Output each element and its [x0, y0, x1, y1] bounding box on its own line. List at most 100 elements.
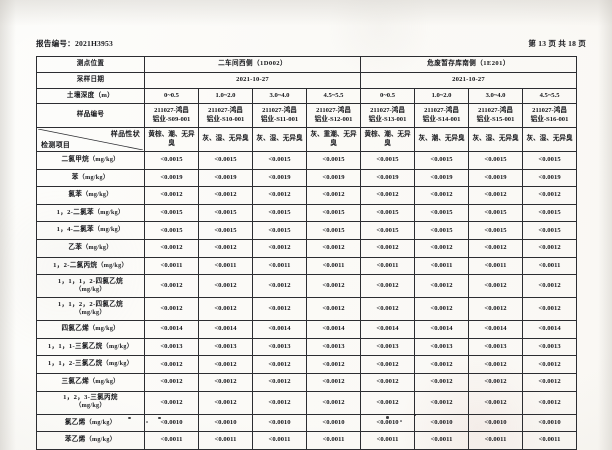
table-row: 四氯乙烯（mg/kg） <0.0014 <0.0014 <0.0014 <0.0014 <… [36, 320, 578, 339]
analyte-name: 乙苯 [68, 244, 83, 252]
result-value: <0.0011 [144, 256, 199, 276]
analyte-label: 二氯甲烷（mg/kg） [36, 151, 145, 170]
sample-number-line2: 铝业-S15-001 [476, 115, 515, 123]
analyte-unit: （mg/kg） [89, 379, 120, 386]
depth-value: 1.0~2.0 [414, 88, 470, 104]
document-header: 报告编号：2021H3953 第 13 页 共 18 页 [36, 38, 592, 51]
analyte-unit: （mg/kg） [85, 437, 117, 444]
result-value: <0.0015 [252, 221, 307, 240]
appearance-cell: 灰、重潮、无异臭 [305, 127, 362, 152]
analyte-name: 二氯甲烷 [61, 156, 90, 164]
table-row: 1，2，3-三氯丙烷 （mg/kg） <0.0012 <0.0012 <0.0012 <0… [36, 390, 578, 415]
header-corner-split-cell: 样品性状 检测项目 [36, 127, 145, 152]
result-value: <0.0014 [252, 320, 307, 339]
depth-value: 4.5~5.5 [522, 88, 578, 104]
sample-number-line2: 铝业-S14-001 [422, 115, 461, 123]
row-soil-depth: 土壤深度（m） 0~0.5 1.0~2.0 3.0~4.0 4.5~5.5 0~… [36, 88, 578, 104]
result-value: <0.0010 [252, 413, 307, 433]
result-value: <0.0012 [360, 372, 416, 392]
group-name-0: 二车间西侧（1D002） [143, 56, 362, 73]
appearance-cell: 灰、潮、无异臭 [414, 127, 470, 152]
analyte-name: 1，2-二氯苯 [56, 208, 94, 216]
label-location: 测点位置 [36, 56, 145, 73]
row-location: 测点位置 二车间西侧（1D002） 危废暂存库南侧（1E201） [36, 56, 578, 73]
result-value: <0.0015 [522, 203, 578, 223]
result-value: <0.0012 [414, 297, 470, 322]
result-value: <0.0012 [522, 274, 578, 299]
result-value: <0.0012 [522, 186, 578, 205]
result-value: <0.0015 [198, 203, 253, 223]
depth-value: 1.0~2.0 [198, 88, 253, 104]
result-value: <0.0012 [414, 355, 470, 374]
sample-number-cell: 211027-鸿昌 铝业-S10-001 [198, 103, 253, 128]
sample-number-line1: 211027-鸿昌 [316, 107, 351, 115]
table-row: 氯苯（mg/kg） <0.0012 <0.0012 <0.0012 <0.0012 <0.… [36, 186, 578, 205]
analyte-label: 氯乙烯（mg/kg） [36, 413, 145, 433]
depth-value: 3.0~4.0 [252, 88, 307, 104]
result-value: <0.0012 [198, 297, 253, 322]
analyte-label: 苯（mg/kg） [36, 168, 145, 188]
sample-number-cell: 211027-鸿昌 铝业-S09-001 [144, 103, 199, 128]
result-value: <0.0012 [198, 390, 253, 415]
analyte-name: 1，2-二氯丙烷 [53, 261, 98, 269]
label-test-item: 检测项目 [41, 140, 71, 149]
appearance-cell: 黄棕、潮、无异臭 [360, 127, 416, 152]
sample-number-line1: 211027-鸿昌 [208, 107, 243, 115]
depth-value: 3.0~4.0 [468, 88, 524, 104]
result-value: <0.0012 [144, 186, 199, 205]
result-value: <0.0012 [468, 274, 524, 299]
result-value: <0.0015 [468, 221, 524, 240]
table-row: 氯乙烯（mg/kg） <0.0010 <0.0010 <0.0010 <0.0010 <0… [36, 413, 578, 433]
result-value: <0.0014 [360, 320, 416, 339]
analyte-unit: （mg/kg） [93, 227, 125, 234]
sample-number-cell: 211027-鸿昌 铝业-S13-001 [360, 103, 416, 128]
result-value: <0.0015 [144, 203, 199, 223]
result-value: <0.0012 [360, 238, 416, 258]
label-sampling-date: 采样日期 [36, 72, 145, 89]
result-value: <0.0019 [360, 168, 416, 188]
result-value: <0.0012 [252, 186, 307, 205]
result-value: <0.0014 [468, 320, 524, 339]
result-value: <0.0013 [414, 337, 470, 357]
result-value: <0.0015 [360, 203, 416, 223]
soil-test-results-table: 测点位置 二车间西侧（1D002） 危废暂存库南侧（1E201） 采样日期 20… [36, 56, 578, 450]
analyte-unit: （mg/kg） [75, 286, 106, 293]
result-value: <0.0015 [198, 151, 253, 170]
sample-number-cell: 211027-鸿昌 铝业-S11-001 [252, 103, 307, 128]
result-value: <0.0015 [198, 221, 253, 240]
result-value: <0.0011 [522, 431, 578, 450]
result-value: <0.0011 [252, 256, 307, 276]
sample-number-cell: 211027-鸿昌 铝业-S12-001 [305, 103, 362, 128]
result-value: <0.0012 [522, 297, 578, 322]
result-value: <0.0012 [305, 355, 362, 374]
result-value: <0.0012 [468, 355, 524, 374]
analyte-label: 1，2，3-三氯丙烷 （mg/kg） [36, 390, 145, 415]
result-value: <0.0015 [414, 203, 470, 223]
sample-number-cell: 211027-鸿昌 铝业-S15-001 [468, 103, 524, 128]
result-value: <0.0015 [305, 203, 362, 223]
result-value: <0.0015 [414, 221, 470, 240]
sample-number-line2: 铝业-S09-001 [152, 115, 191, 123]
result-value: <0.0012 [468, 372, 524, 392]
analyte-name: 1，1，2，2-四氯乙烷 [57, 300, 124, 308]
result-value: <0.0012 [522, 355, 578, 374]
analyte-name: 1，2，3-三氯丙烷 [63, 394, 118, 402]
result-value: <0.0012 [198, 238, 253, 258]
result-value: <0.0012 [144, 355, 199, 374]
result-value: <0.0012 [144, 274, 199, 299]
result-value: <0.0015 [252, 203, 307, 223]
result-value: <0.0015 [468, 151, 524, 170]
analyte-name: 1，4-二氯苯 [56, 226, 94, 234]
sample-number-line2: 铝业-S16-001 [530, 115, 569, 123]
analyte-name: 1，1，1-三氯乙烷 [47, 342, 103, 350]
result-value: <0.0015 [468, 203, 524, 223]
analyte-unit: （mg/kg） [82, 192, 113, 199]
analyte-name: 1，1，1，2-四氯乙烷 [57, 277, 124, 285]
analyte-unit: （mg/kg） [75, 309, 106, 316]
group-name-1: 危废暂存库南侧（1E201） [360, 56, 578, 73]
analyte-name: 四氯乙烯 [61, 325, 90, 333]
result-value: <0.0012 [252, 274, 307, 299]
result-value: <0.0013 [468, 337, 524, 357]
result-value: <0.0012 [414, 186, 470, 205]
result-value: <0.0012 [252, 372, 307, 392]
